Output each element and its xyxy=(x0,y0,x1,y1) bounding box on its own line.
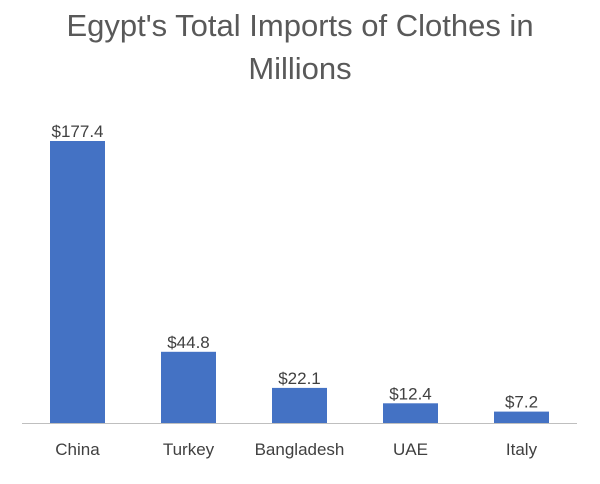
bar-bangladesh xyxy=(272,387,327,423)
category-label-bangladesh: Bangladesh xyxy=(255,440,345,459)
bar-uae xyxy=(383,403,438,423)
chart-title-line-2: Millions xyxy=(248,51,352,86)
bar-turkey xyxy=(161,351,216,423)
category-label-turkey: Turkey xyxy=(163,440,215,459)
chart-title-line-1: Egypt's Total Imports of Clothes in xyxy=(66,8,534,43)
bars-group xyxy=(50,141,549,423)
bar-italy xyxy=(494,411,549,423)
category-label-uae: UAE xyxy=(393,440,428,459)
data-label-china: $177.4 xyxy=(52,122,104,141)
bar-china xyxy=(50,141,105,423)
data-label-italy: $7.2 xyxy=(505,393,538,412)
category-label-italy: Italy xyxy=(506,440,538,459)
category-label-china: China xyxy=(55,440,100,459)
chart-title: Egypt's Total Imports of Clothes in Mill… xyxy=(0,4,600,90)
data-label-bangladesh: $22.1 xyxy=(278,369,321,388)
data-label-uae: $12.4 xyxy=(389,384,432,403)
data-label-turkey: $44.8 xyxy=(167,333,210,352)
category-labels-group: China Turkey Bangladesh UAE Italy xyxy=(55,440,537,459)
data-labels-group: $177.4 $44.8 $22.1 $12.4 $7.2 xyxy=(52,122,539,412)
